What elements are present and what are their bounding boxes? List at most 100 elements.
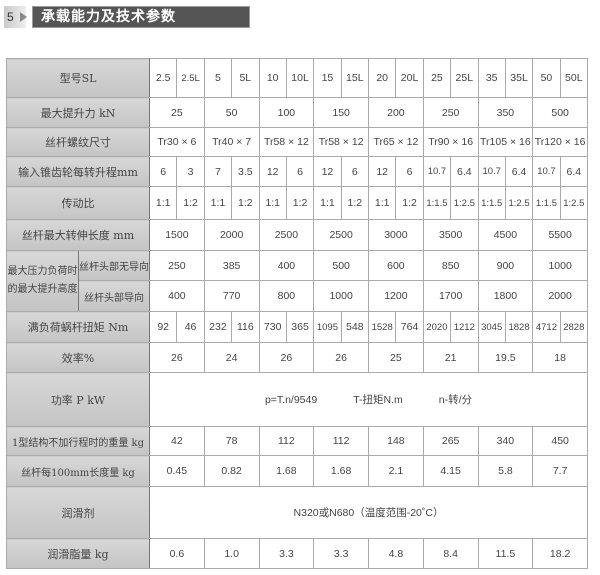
- table-cell: 25: [149, 97, 205, 128]
- section-header: 5 承载能力及技术参数 >>>>>>: [4, 6, 250, 45]
- table-cell: 2020: [422, 311, 452, 343]
- row-sub-label: 丝杆头部无导向: [78, 250, 150, 281]
- table-cell: 20: [367, 58, 397, 98]
- row-label: 丝杆最大转伸长度 mm: [6, 219, 150, 251]
- table-cell: 3.3: [313, 538, 369, 569]
- table-row: 传动比 1:1 1:2 1:1 1:2 1:1 1:2 1:1 1:2 1:1 1:2 1:1.5 1:…: [6, 186, 589, 220]
- table-cell: 26: [258, 342, 315, 373]
- table-cell: 100: [258, 97, 315, 128]
- row-group-label: 最大压力负荷时的最大提升高度: [6, 250, 79, 312]
- table-cell: 2.5L: [176, 58, 205, 98]
- table-cell: 3045: [477, 311, 506, 343]
- table-cell: 200: [368, 97, 424, 128]
- table-cell: 1:2.5: [450, 186, 479, 220]
- table-cell: 340: [477, 426, 534, 456]
- table-cell: 35: [477, 58, 506, 98]
- table-cell: 1700: [422, 280, 479, 312]
- table-row: 丝杆头部导向 400 770 800 1000 1200 1700 1800 2000: [7, 280, 588, 312]
- table-cell: 1:1: [367, 186, 397, 220]
- table-cell: 6: [340, 156, 370, 187]
- row-label: 功率 P kW: [6, 372, 150, 427]
- table-cell: Tr40 × 7: [203, 127, 260, 157]
- table-row: 丝杆每100mm长度量 kg 0.45 0.82 1.68 1.68 2.1 4.15 5.8…: [6, 455, 588, 487]
- table-cell: 1:2: [340, 186, 370, 220]
- table-row: 最大提升力 kN 25 50 100 150 200 250 350 500: [6, 97, 588, 128]
- table-cell: 4500: [477, 219, 534, 251]
- table-cell: 5: [203, 58, 233, 98]
- table-cell: 0.45: [149, 455, 205, 487]
- value-text: p=T.n/9549: [264, 394, 318, 406]
- table-cell: 15L: [340, 58, 370, 98]
- table-cell: 1:1.5: [422, 186, 452, 220]
- table-row: 丝杆最大转伸长度 mm 1500 2000 2500 2500 3000 3500 4500 5…: [6, 219, 588, 251]
- table-cell: 3.5: [231, 156, 260, 187]
- table-cell: 250: [422, 97, 479, 128]
- row-label: 丝杆螺纹尺寸: [6, 127, 150, 157]
- table-cell: 350: [477, 97, 534, 128]
- row-value: N320或N680（温度范围-20˚C）: [149, 486, 588, 539]
- table-cell: 1:1.5: [532, 186, 561, 220]
- table-cell: 116: [231, 311, 260, 343]
- row-label: 1型结构不加行程时的重量 kg: [6, 426, 150, 456]
- table-cell: 12: [313, 156, 342, 187]
- table-cell: 10: [258, 58, 287, 98]
- table-cell: 6.4: [559, 156, 589, 187]
- table-cell: 12: [367, 156, 397, 187]
- table-cell: 2500: [258, 219, 315, 251]
- table-cell: 3000: [368, 219, 424, 251]
- row-label: 满负荷蜗杆扭矩 Nm: [6, 311, 150, 343]
- table-cell: 1:2.5: [504, 186, 534, 220]
- table-cell: Tr105 × 16: [477, 127, 534, 157]
- table-cell: 18.2: [532, 538, 588, 569]
- table-cell: 11.5: [477, 538, 534, 569]
- table-cell: Tr90 × 16: [422, 127, 479, 157]
- table-cell: 50: [532, 58, 561, 98]
- table-cell: 450: [532, 426, 588, 456]
- table-cell: 21: [422, 342, 479, 373]
- table-cell: 1828: [504, 311, 534, 343]
- table-cell: 900: [477, 250, 534, 281]
- table-cell: 10.7: [422, 156, 452, 187]
- table-row: 丝杆螺纹尺寸 Tr30 × 6 Tr40 × 7 Tr58 × 12 Tr58 × 12…: [6, 127, 588, 157]
- table-cell: 1800: [477, 280, 534, 312]
- table-row: 润滑剂 N320或N680（温度范围-20˚C）: [6, 486, 588, 539]
- table-cell: 3500: [422, 219, 479, 251]
- table-cell: 6.4: [450, 156, 479, 187]
- table-cell: 1.0: [203, 538, 260, 569]
- table-cell: 10.7: [477, 156, 506, 187]
- table-cell: 26: [313, 342, 369, 373]
- table-cell: 1000: [532, 250, 588, 281]
- row-label: 效率%: [6, 342, 150, 373]
- table-row: 1型结构不加行程时的重量 kg 42 78 112 112 148 265 340 450: [6, 426, 588, 456]
- table-cell: 7: [203, 156, 233, 187]
- table-cell: 25: [368, 342, 424, 373]
- table-cell: 6: [395, 156, 424, 187]
- table-cell: 2828: [559, 311, 589, 343]
- table-cell: 730: [258, 311, 287, 343]
- table-row: 效率% 26 24 26 26 25 21 19.5 18: [6, 342, 588, 373]
- table-cell: 0.6: [149, 538, 205, 569]
- table-cell: 8.4: [422, 538, 479, 569]
- table-cell: 4712: [532, 311, 561, 343]
- table-cell: 1:1: [313, 186, 342, 220]
- table-cell: 1:2: [395, 186, 424, 220]
- table-cell: 7.7: [532, 455, 588, 487]
- value-text: n-转/分: [438, 394, 473, 406]
- row-label: 润滑脂量 kg: [6, 538, 150, 569]
- table-cell: 400: [258, 250, 315, 281]
- table-cell: 1:1: [258, 186, 287, 220]
- table-cell: 112: [258, 426, 315, 456]
- table-cell: 265: [422, 426, 479, 456]
- table-cell: 764: [395, 311, 424, 343]
- table-cell: 148: [368, 426, 424, 456]
- table-cell: 2.5: [148, 58, 178, 98]
- table-cell: Tr30 × 6: [149, 127, 205, 157]
- table-cell: 365: [285, 311, 315, 343]
- table-cell: Tr120 × 16: [532, 127, 588, 157]
- table-cell: 5500: [532, 219, 588, 251]
- table-row: 功率 P kW p=T.n/9549 T-扭矩N.m n-转/分: [6, 372, 588, 427]
- table-cell: 6: [285, 156, 315, 187]
- table-cell: Tr65 × 12: [368, 127, 424, 157]
- table-cell: 1528: [367, 311, 397, 343]
- table-cell: 4.15: [422, 455, 479, 487]
